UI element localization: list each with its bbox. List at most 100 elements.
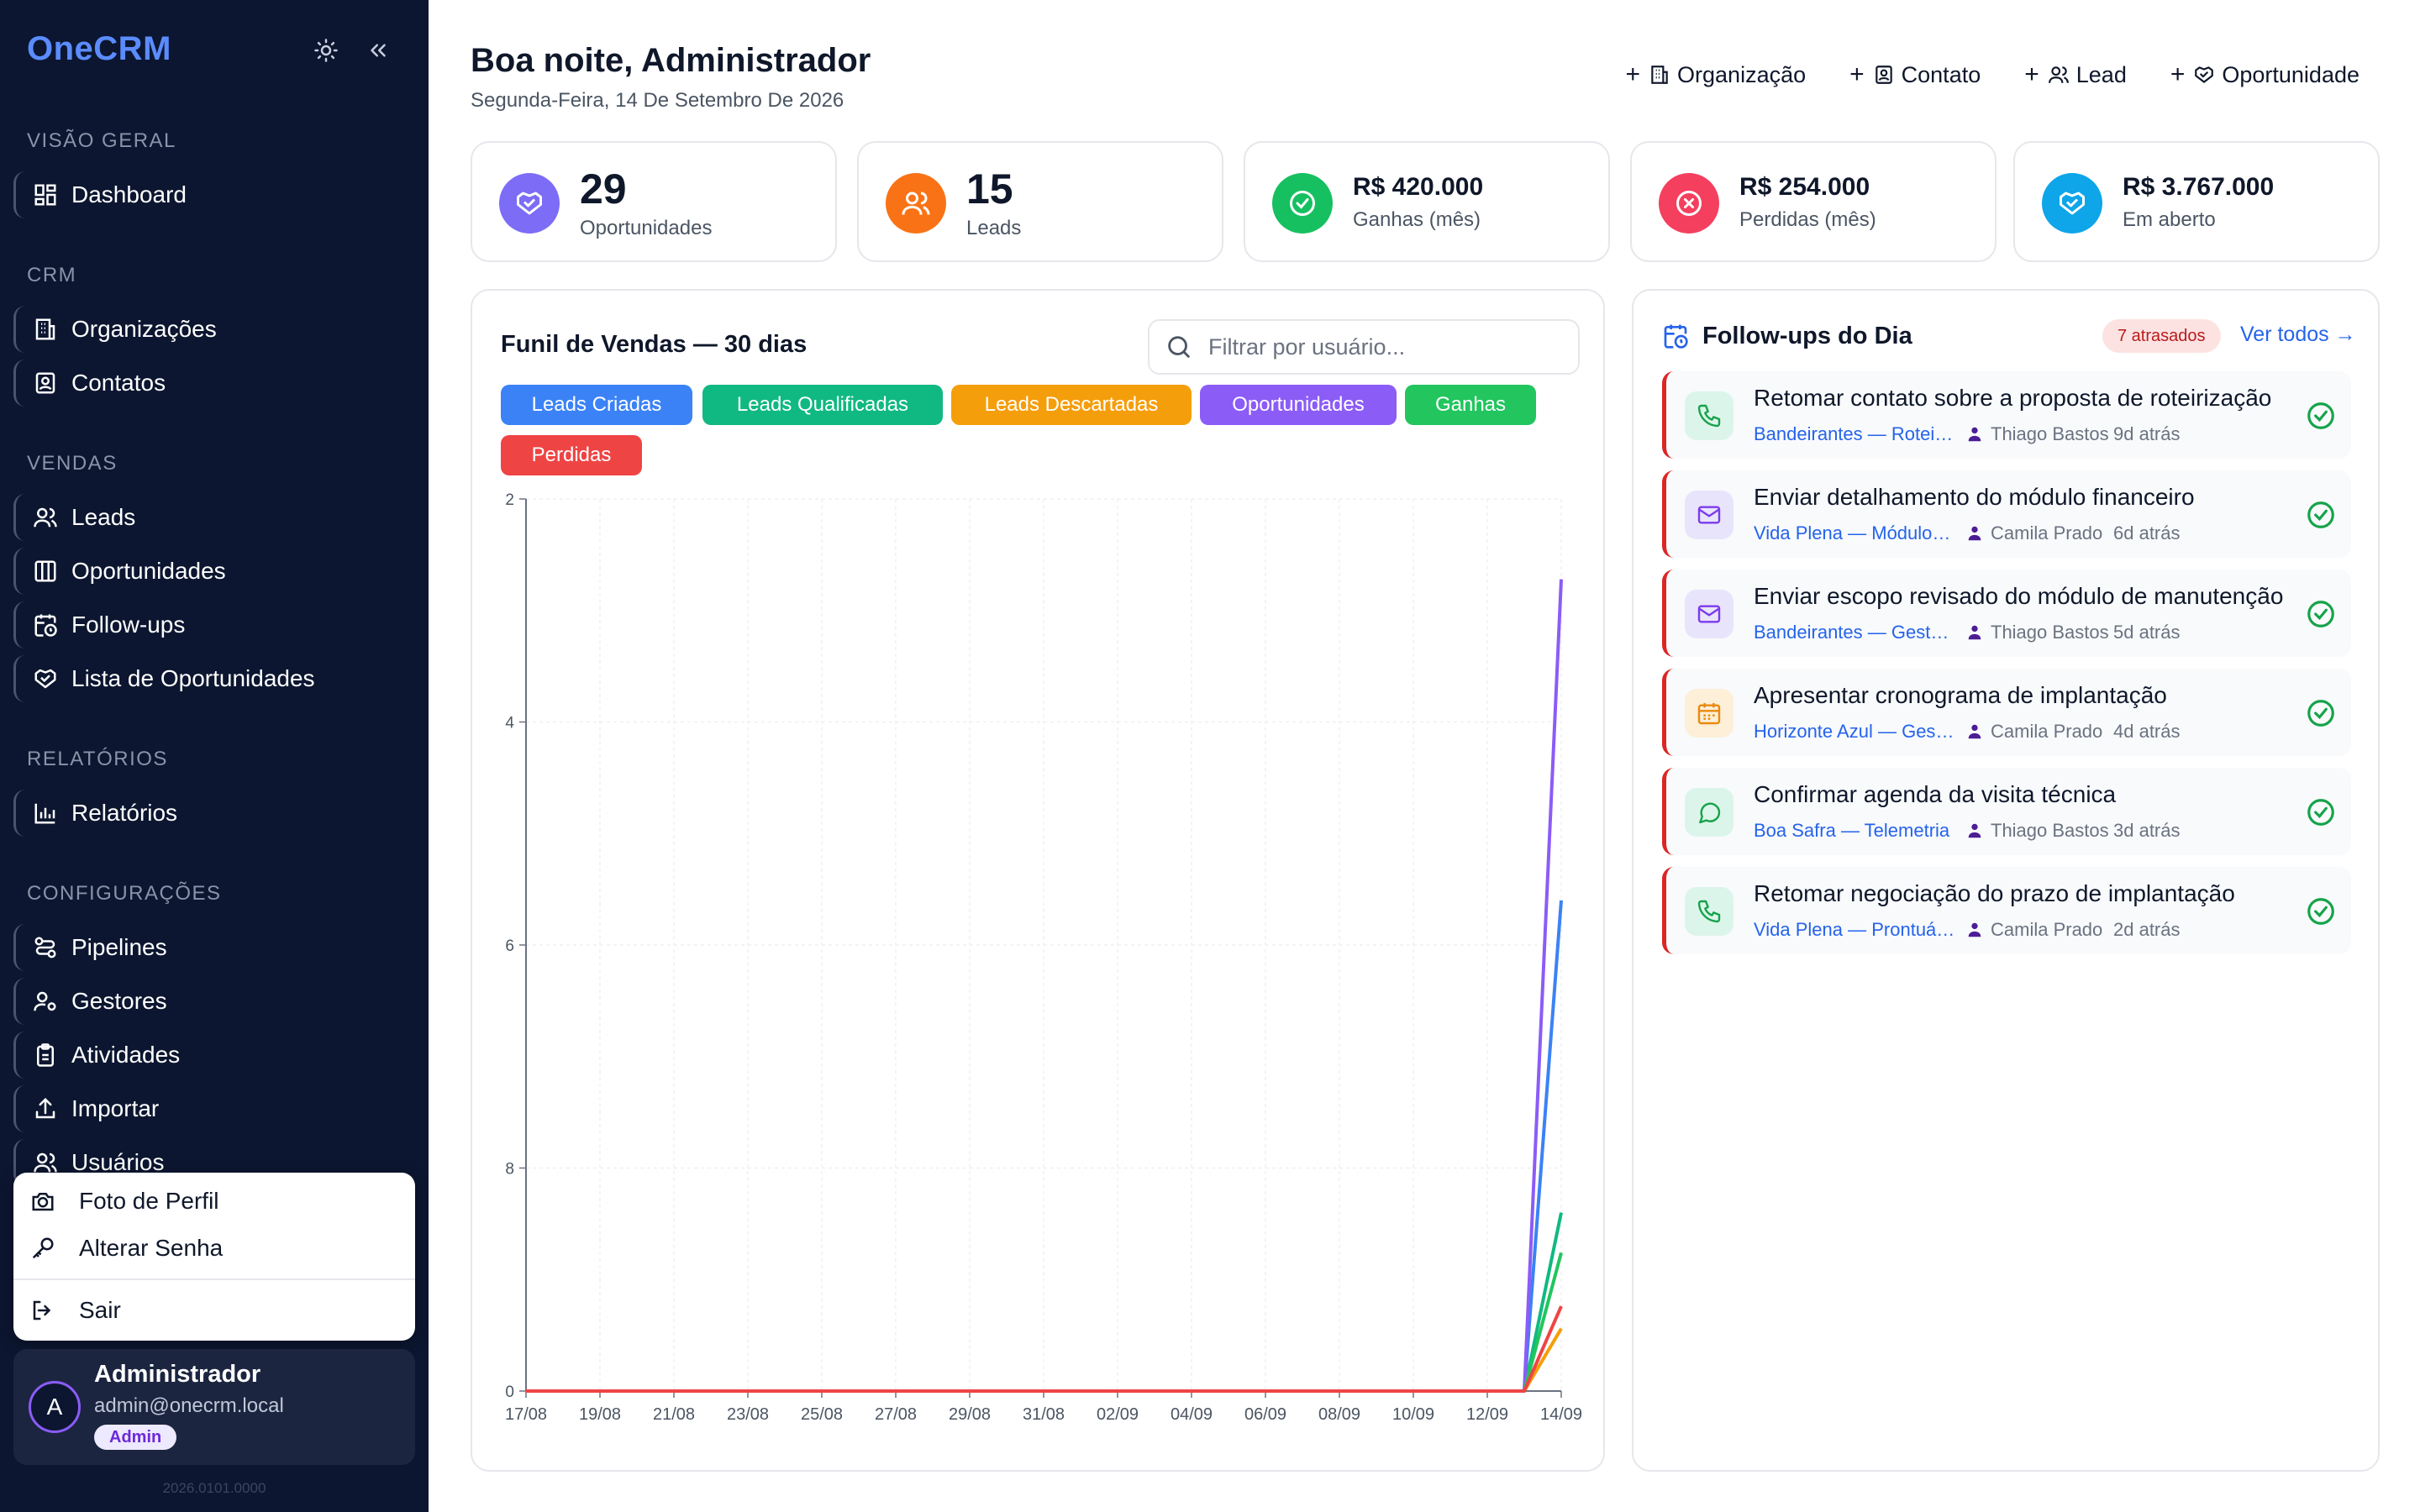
legend-label: Ganhas — [1434, 393, 1507, 416]
stat-label: Ganhas (mês) — [1353, 208, 1481, 231]
followup-meta: Vida Plena — Módulo Financeiro Camila Pra… — [1754, 522, 2181, 544]
followup-title: Confirmar agenda da visita técnica — [1754, 781, 2117, 807]
collapse-sidebar-icon[interactable] — [363, 35, 393, 66]
sidebar-item-pipelines[interactable]: Pipelines — [13, 924, 415, 971]
followup-item[interactable]: Apresentar cronograma de implantação Hori… — [1662, 669, 2351, 756]
add-contact-label: Contato — [1901, 61, 1981, 87]
user-filter[interactable] — [1148, 319, 1580, 375]
add-contact-button[interactable]: + Contato — [1849, 60, 1981, 89]
stat-card-opportunities[interactable]: 29 Oportunidades — [471, 141, 837, 262]
sidebar-item-label: Lista de Oportunidades — [71, 665, 315, 691]
sidebar-item-leads[interactable]: Leads — [13, 494, 415, 541]
followup-title: Enviar escopo revisado do módulo de manu… — [1754, 583, 2284, 609]
sidebar-item-import[interactable]: Importar — [13, 1085, 415, 1132]
sidebar-item-organizations[interactable]: Organizações — [13, 306, 415, 353]
followup-organization-link[interactable]: Horizonte Azul — Gestão — [1754, 721, 1955, 742]
followup-organization-link[interactable]: Bandeirantes — Roteirização — [1754, 423, 1955, 444]
stat-card-won[interactable]: R$ 420.000 Ganhas (mês) — [1244, 141, 1610, 262]
followup-item[interactable]: Confirmar agenda da visita técnica Boa Sa… — [1662, 768, 2351, 855]
followup-item[interactable]: Enviar detalhamento do módulo financeiro… — [1662, 470, 2351, 558]
followup-organization-link[interactable]: Vida Plena — Módulo Financeiro — [1754, 522, 1955, 543]
stat-label: Em aberto — [2123, 208, 2216, 231]
menu-item-change-password[interactable]: Alterar Senha — [13, 1225, 415, 1272]
sidebar-item-reports[interactable]: Relatórios — [13, 790, 415, 837]
followup-organization-link[interactable]: Vida Plena — Prontuário — [1754, 919, 1955, 940]
complete-check-icon[interactable] — [2305, 499, 2337, 531]
menu-item-logout[interactable]: Sair — [13, 1287, 415, 1334]
legend-leads-discarded[interactable]: Leads Descartadas — [951, 385, 1192, 425]
legend-leads-created[interactable]: Leads Criadas — [501, 385, 692, 425]
menu-item-label: Sair — [79, 1297, 121, 1323]
calendar-clock-icon — [1664, 324, 1688, 349]
plus-icon: + — [2170, 60, 2186, 88]
stat-value: 15 — [966, 165, 1013, 213]
sidebar-item-followups[interactable]: Follow-ups — [13, 601, 415, 648]
user-filter-input[interactable] — [1208, 333, 1561, 360]
stat-value: R$ 3.767.000 — [2123, 173, 2275, 201]
complete-check-icon[interactable] — [2305, 400, 2337, 432]
complete-check-icon[interactable] — [2305, 796, 2337, 828]
person-icon — [1968, 922, 1981, 937]
user-email: admin@onecrm.local — [94, 1394, 284, 1417]
legend-lost[interactable]: Perdidas — [501, 435, 642, 475]
sidebar-item-managers[interactable]: Gestores — [13, 978, 415, 1025]
sidebar-item-label: Relatórios — [71, 800, 178, 826]
sidebar-item-users[interactable]: Usuários — [13, 1139, 415, 1186]
sidebar-item-contacts[interactable]: Contatos — [13, 360, 415, 407]
menu-item-profile-photo[interactable]: Foto de Perfil — [13, 1178, 415, 1225]
sidebar-item-opportunities[interactable]: Oportunidades — [13, 548, 415, 595]
add-opportunity-button[interactable]: + Oportunidade — [2170, 60, 2360, 89]
stat-card-leads[interactable]: 15 Leads — [857, 141, 1223, 262]
kanban-icon — [34, 560, 56, 582]
followup-title: Apresentar cronograma de implantação — [1754, 682, 2167, 708]
app-version: 2026.0101.0000 — [162, 1480, 266, 1496]
x-tick-label: 21/08 — [653, 1405, 695, 1424]
sidebar: OneCRM VISÃO GERAL Dashboard CRM Organiz… — [0, 0, 429, 1512]
followup-organization-link[interactable]: Bandeirantes — Gestão de Frota — [1754, 622, 1955, 643]
sidebar-item-label: Usuários — [71, 1149, 165, 1175]
camera-icon — [32, 1193, 54, 1211]
sidebar-item-activities[interactable]: Atividades — [13, 1032, 415, 1079]
complete-check-icon[interactable] — [2305, 895, 2337, 927]
followup-item[interactable]: Retomar negociação do prazo de implantaç… — [1662, 867, 2351, 954]
route-icon — [34, 937, 56, 958]
theme-toggle-sun-icon[interactable] — [311, 35, 341, 66]
series-line-5 — [526, 1305, 1563, 1393]
x-tick-label: 02/09 — [1097, 1405, 1139, 1424]
complete-check-icon[interactable] — [2305, 598, 2337, 630]
person-icon — [1968, 526, 1981, 541]
followup-owner: Camila Prado — [1965, 522, 2108, 544]
followup-title: Retomar negociação do prazo de implantaç… — [1754, 880, 2235, 906]
followup-title: Enviar detalhamento do módulo financeiro — [1754, 484, 2195, 510]
legend-leads-qualified[interactable]: Leads Qualificadas — [702, 385, 943, 425]
followup-organization-link[interactable]: Boa Safra — Telemetria — [1754, 820, 1950, 841]
users-icon — [34, 1152, 57, 1173]
stat-card-open[interactable]: R$ 3.767.000 Em aberto — [2013, 141, 2380, 262]
add-lead-button[interactable]: + Lead — [2024, 60, 2127, 89]
stat-card-lost[interactable]: R$ 254.000 Perdidas (mês) — [1630, 141, 1996, 262]
complete-check-icon[interactable] — [2305, 697, 2337, 729]
users-icon — [886, 173, 946, 234]
see-all-link[interactable]: Ver todos → — [2240, 323, 2356, 346]
clipboard-icon — [37, 1043, 54, 1067]
menu-item-label: Alterar Senha — [79, 1235, 224, 1261]
brand-logo[interactable]: OneCRM — [27, 30, 171, 67]
followup-item[interactable]: Retomar contato sobre a proposta de rote… — [1662, 371, 2351, 459]
followup-item[interactable]: Enviar escopo revisado do módulo de manu… — [1662, 570, 2351, 657]
legend-label: Leads Criadas — [531, 393, 662, 416]
plus-icon: + — [1625, 60, 1641, 88]
section-title-crm: CRM — [27, 264, 77, 286]
calendar-icon — [1685, 689, 1733, 738]
followup-owner-name: Camila Prado — [1991, 721, 2103, 742]
followup-meta: Bandeirantes — Gestão de Frota Thiago Bas… — [1754, 622, 2181, 643]
add-organization-button[interactable]: + Organização — [1626, 60, 1807, 89]
avatar[interactable]: A — [29, 1381, 81, 1433]
y-tick-label: 4 — [505, 715, 514, 732]
mail-icon — [1685, 491, 1733, 539]
legend-opportunities[interactable]: Oportunidades — [1200, 385, 1397, 425]
legend-won[interactable]: Ganhas — [1405, 385, 1536, 425]
sidebar-item-label: Leads — [71, 504, 136, 530]
sidebar-item-opportunity-list[interactable]: Lista de Oportunidades — [13, 655, 415, 702]
user-profile-card[interactable]: A Administrador admin@onecrm.local Admin — [13, 1349, 415, 1465]
sidebar-item-dashboard[interactable]: Dashboard — [13, 171, 415, 218]
